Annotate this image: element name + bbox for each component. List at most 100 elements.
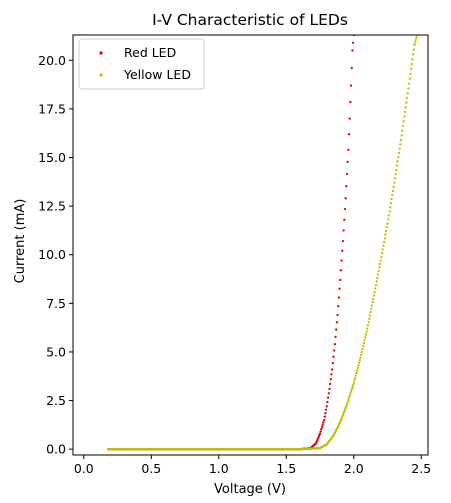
y-tick-label: 20.0 [38, 53, 66, 68]
data-point [403, 115, 406, 118]
data-point [335, 328, 338, 331]
data-point [392, 185, 395, 189]
x-tick-label: 1.0 [209, 461, 229, 476]
data-point [345, 172, 349, 176]
data-point [350, 388, 353, 391]
data-point [374, 283, 378, 287]
data-point [367, 320, 370, 324]
data-point [413, 43, 416, 46]
data-point [407, 87, 410, 90]
data-point [323, 415, 326, 418]
data-point [326, 400, 329, 404]
data-point [353, 379, 356, 382]
data-point [389, 206, 392, 209]
data-point [339, 419, 343, 422]
data-point [391, 193, 394, 197]
data-point [381, 248, 384, 251]
data-point [324, 408, 328, 411]
data-point [378, 262, 382, 266]
legend-label-red-led: Red LED [124, 45, 176, 60]
data-point [328, 382, 332, 386]
data-point [344, 406, 347, 410]
data-point [384, 233, 387, 236]
data-point [332, 355, 335, 358]
data-point [412, 53, 415, 56]
data-point [410, 63, 413, 66]
x-axis-label: Voltage (V) [214, 482, 286, 497]
data-point [378, 266, 381, 269]
data-point [318, 432, 322, 435]
data-point [363, 339, 366, 342]
axes-frame [72, 34, 429, 456]
data-point [341, 239, 345, 243]
data-point [407, 82, 411, 85]
data-point [385, 226, 388, 229]
x-tick-label: 2.0 [344, 461, 364, 476]
data-point [365, 330, 368, 333]
data-point [348, 117, 351, 120]
data-point [344, 197, 347, 200]
data-point [328, 387, 331, 391]
data-point [358, 361, 361, 364]
y-tick-label: 7.5 [46, 296, 66, 311]
data-point [321, 423, 324, 426]
data-point [345, 403, 349, 406]
data-point [326, 396, 330, 399]
data-point [391, 189, 395, 193]
data-point [360, 353, 363, 357]
data-point [341, 415, 344, 418]
data-point [380, 255, 383, 259]
data-point [404, 106, 407, 109]
data-point [347, 399, 350, 402]
data-point [408, 77, 411, 80]
data-point [382, 244, 385, 247]
data-point [368, 317, 371, 320]
data-point [383, 237, 386, 240]
data-point [401, 129, 404, 132]
data-point [341, 413, 345, 417]
data-point [355, 369, 359, 372]
data-point [325, 405, 328, 408]
data-point [342, 412, 345, 415]
legend: Red LED Yellow LED [78, 38, 205, 90]
data-point [403, 110, 407, 114]
data-point [334, 335, 337, 339]
legend-label-yellow-led: Yellow LED [123, 67, 191, 82]
data-point [401, 124, 405, 128]
x-tick-label: 0.5 [141, 461, 161, 476]
legend-marker-yellow-led [99, 73, 103, 77]
data-point [320, 425, 324, 428]
data-point [343, 410, 346, 413]
data-point [351, 386, 354, 389]
data-point [358, 359, 361, 362]
data-point [322, 418, 326, 422]
data-point [357, 364, 360, 367]
y-tick-label: 17.5 [38, 101, 66, 116]
data-point [380, 252, 384, 255]
data-point [390, 197, 393, 201]
data-point [360, 350, 364, 354]
data-point [370, 307, 373, 310]
data-point [335, 321, 339, 324]
data-point [374, 287, 377, 290]
data-point [375, 280, 378, 283]
data-point [373, 290, 376, 294]
data-point [415, 36, 418, 39]
data-point [346, 160, 349, 164]
y-tick-label: 15.0 [38, 150, 66, 165]
data-point [368, 314, 372, 317]
data-point [329, 378, 332, 381]
data-point [349, 84, 353, 87]
y-tick-label: 0.0 [46, 442, 66, 457]
data-point [345, 185, 348, 188]
data-point [406, 92, 409, 95]
data-point [339, 269, 343, 272]
data-point [386, 222, 389, 225]
data-point [333, 349, 336, 352]
data-point [350, 66, 353, 70]
data-point [371, 301, 374, 304]
y-tick-label: 12.5 [38, 199, 66, 214]
y-tick-label: 2.5 [46, 393, 66, 408]
data-point [393, 177, 397, 180]
